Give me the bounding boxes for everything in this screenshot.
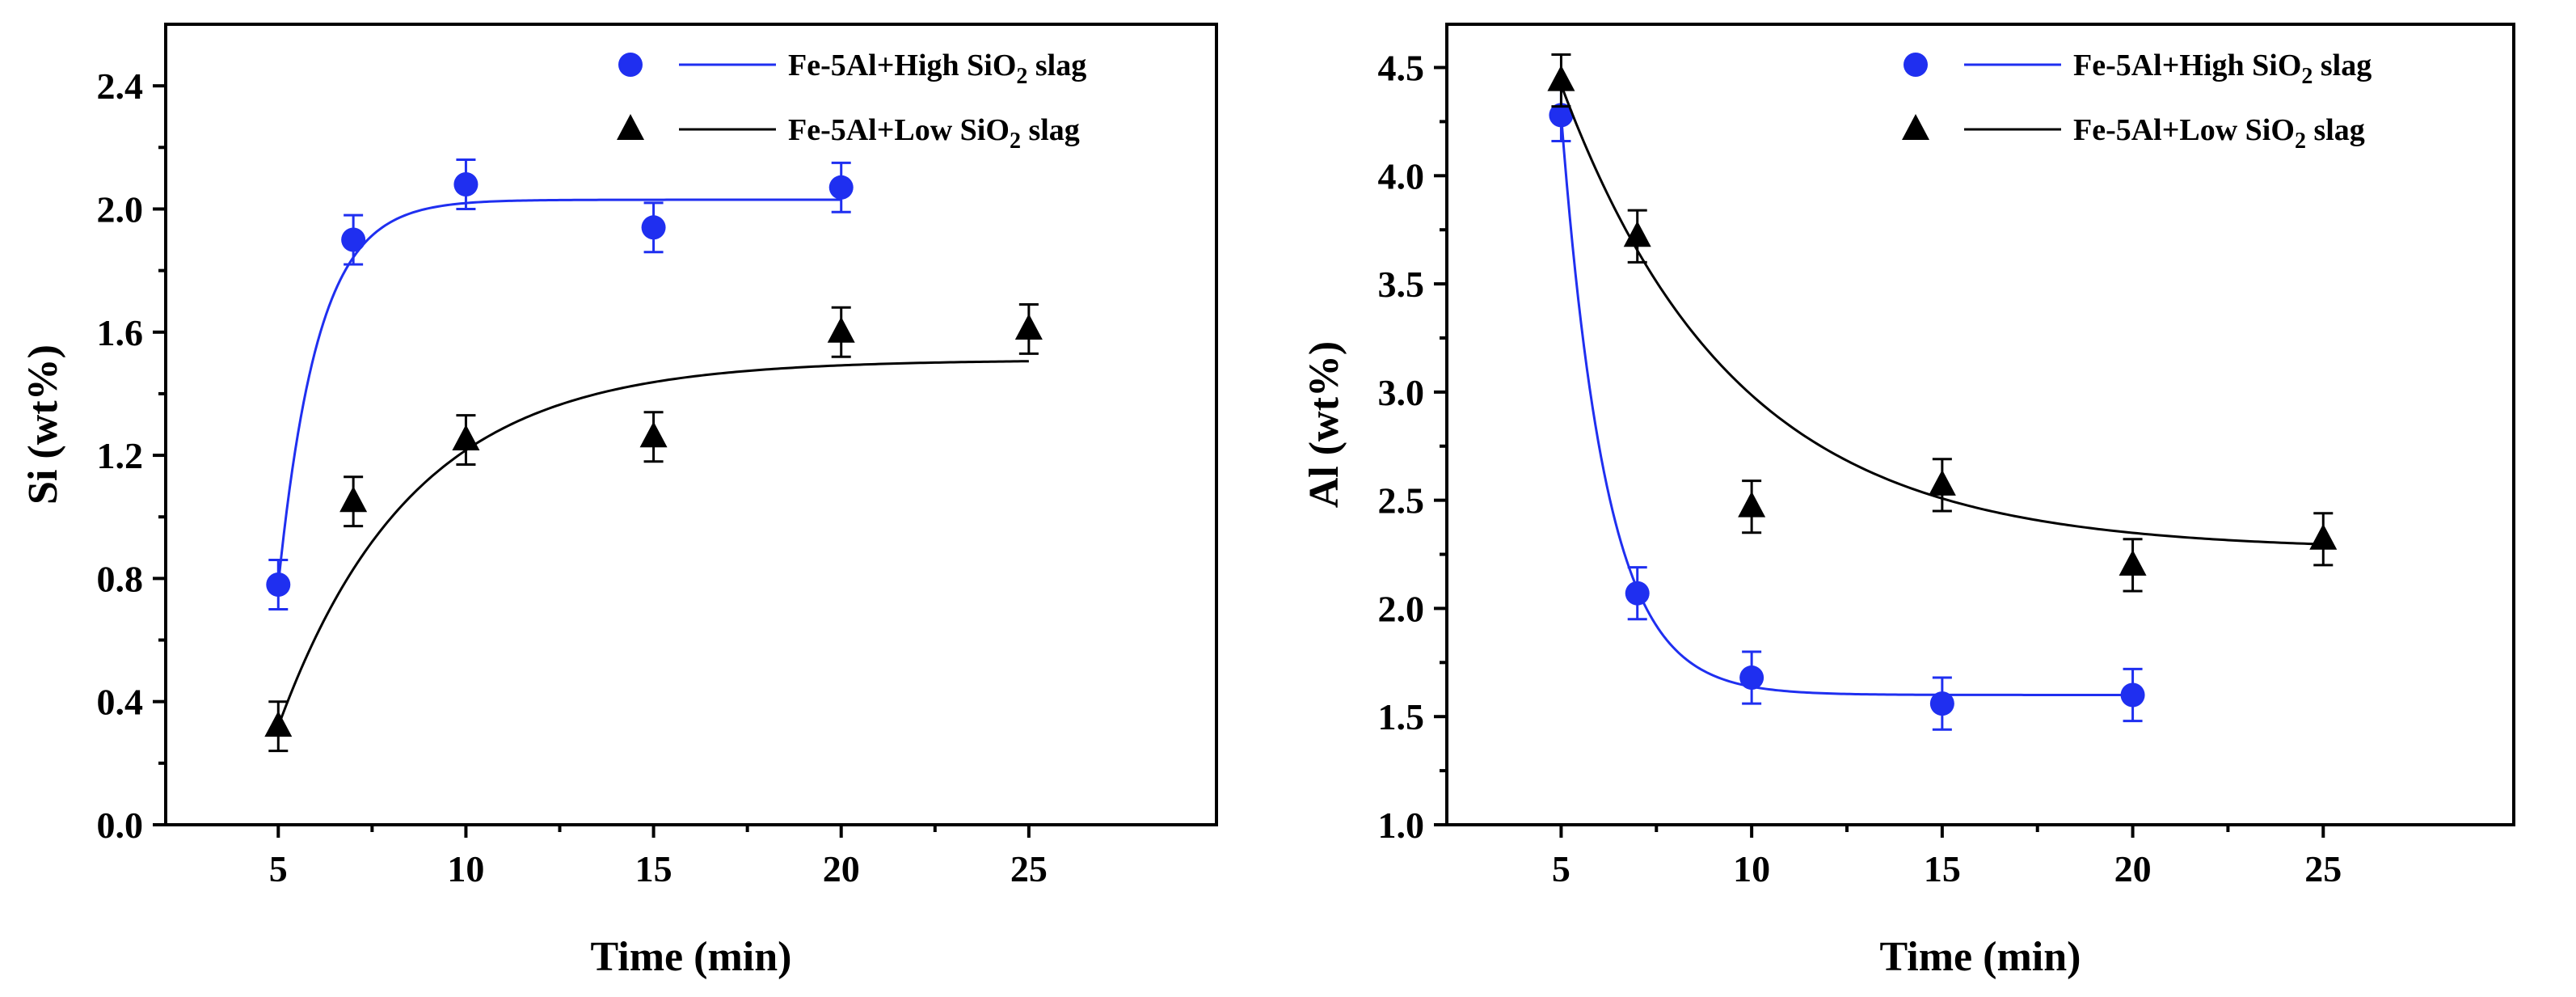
data-point [2119,549,2147,576]
x-tick-label: 20 [823,848,860,889]
legend-label-subscript: 2 [2295,129,2306,154]
data-point [452,425,480,451]
legend-label-main: Fe-5Al+High SiO [2073,49,2301,82]
data-point [266,572,291,597]
legend-entry: Fe-5Al+Low SiO2 slag [1902,113,2365,154]
data-point [1929,691,1954,716]
data-point [341,227,366,252]
data-point [1739,665,1764,691]
legend-label: Fe-5Al+Low SiO2 slag [788,113,1080,154]
fit-curve [276,198,841,585]
legend-marker [1904,53,1928,77]
x-tick-label: 10 [1733,848,1770,889]
y-tick-label: 0.4 [97,682,144,723]
legend-label-tail: slag [1027,49,1086,82]
y-tick-label: 0.0 [97,805,144,846]
data-point [264,711,293,737]
chart-panel-2: 5 10 15 20 25 1.0 1.5 2.0 2.5 3.0 3.5 4.0 4.5 Time (m… [1301,23,2515,980]
data-point [1625,581,1650,606]
data-point [639,421,668,448]
plot-frame [164,23,1218,826]
y-tick-label: 4.5 [1378,48,1425,89]
y-tick-label: 1.0 [1378,805,1425,846]
y-axis-title: Al (wt%) [1301,341,1347,509]
y-tick-label: 2.4 [97,65,144,107]
fit-curve [276,360,1029,727]
y-tick-label: 1.6 [97,312,144,353]
x-tick-label: 10 [447,848,484,889]
series-2 [1547,53,2338,593]
y-tick-label: 1.2 [97,435,144,476]
legend-label-main: Fe-5Al+High SiO [788,49,1016,82]
legend-label-main: Fe-5Al+Low SiO [788,113,1010,147]
x-tick-label: 15 [635,848,672,889]
data-point [1549,103,1574,128]
data-point [641,215,666,240]
legend-label-main: Fe-5Al+Low SiO [2073,113,2295,147]
legend-label: Fe-5Al+Low SiO2 slag [2073,113,2365,154]
fit-curve [1559,115,2133,696]
data-point [828,175,854,200]
data-point [1623,221,1651,247]
x-tick-label: 25 [1010,848,1048,889]
x-tick-label: 15 [1924,848,1961,889]
y-tick-label: 2.5 [1378,480,1425,522]
data-point [827,316,855,343]
data-point [2120,682,2145,708]
plot-frame [1445,23,2515,826]
series-2 [264,303,1043,753]
x-tick-label: 25 [2304,848,2342,889]
series-1 [266,158,854,610]
legend-entry: Fe-5Al+High SiO2 slag [618,49,1086,89]
legend-label-subscript: 2 [2301,64,2312,89]
legend-label-subscript: 2 [1016,64,1027,89]
data-point [453,172,479,196]
data-point [1014,313,1043,340]
data-point [1547,65,1575,91]
legend-label-subscript: 2 [1010,129,1021,154]
y-tick-label: 2.0 [97,188,144,230]
y-axis-title: Si (wt%) [20,344,66,505]
legend-label: Fe-5Al+High SiO2 slag [788,49,1086,89]
x-tick-label: 20 [2114,848,2152,889]
legend-label-tail: slag [2312,49,2372,82]
chart-panel-1: 5 10 15 20 25 0.0 0.4 0.8 1.2 1.6 2.0 2.4 Time (min)… [20,23,1218,980]
x-axis-title: Time (min) [591,934,792,980]
x-axis-title: Time (min) [1880,934,2081,980]
x-tick-label: 5 [1552,848,1570,889]
legend-entry: Fe-5Al+Low SiO2 slag [617,113,1080,154]
y-tick-label: 2.0 [1378,588,1425,629]
data-point [2309,523,2338,550]
data-point [339,486,368,513]
legend-entry: Fe-5Al+High SiO2 slag [1904,49,2372,89]
x-tick-label: 5 [269,848,288,889]
legend-marker [617,114,644,140]
legend-label-tail: slag [1021,113,1080,147]
legend-label-tail: slag [2306,113,2365,147]
y-tick-label: 1.5 [1378,696,1425,737]
legend-marker [1902,114,1929,140]
data-point [1738,491,1766,518]
data-point [1928,469,1956,496]
y-tick-label: 0.8 [97,558,144,599]
legend-label: Fe-5Al+High SiO2 slag [2073,49,2372,89]
y-tick-label: 3.0 [1378,372,1425,413]
y-tick-label: 4.0 [1378,155,1425,196]
y-tick-label: 3.5 [1378,264,1425,305]
series-1 [1549,87,2145,731]
legend-marker [618,53,643,77]
